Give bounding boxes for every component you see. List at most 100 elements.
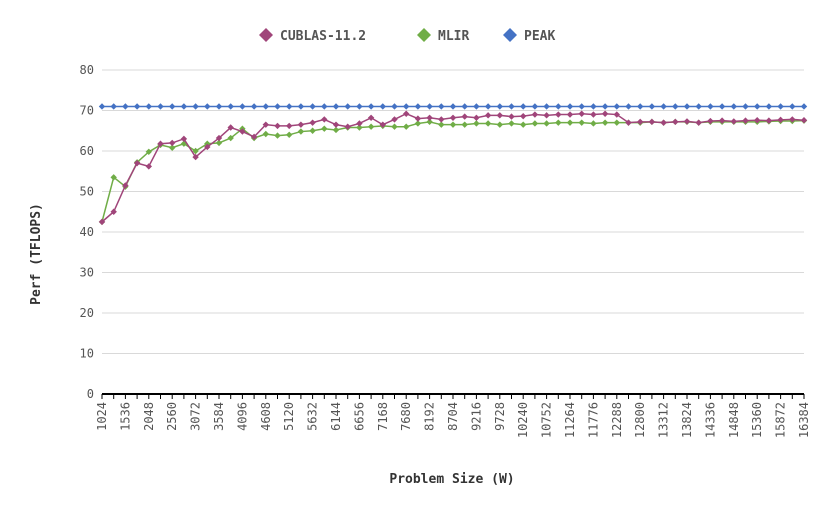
x-tick-label: 8704 [446, 402, 460, 431]
data-point [169, 139, 176, 147]
data-point [403, 123, 410, 130]
data-point [309, 103, 316, 110]
data-point [274, 122, 281, 130]
data-point [215, 134, 223, 142]
data-point [473, 114, 480, 121]
y-tick-label: 60 [80, 144, 94, 158]
data-point [157, 103, 164, 110]
data-point [426, 118, 433, 126]
y-tick-label: 0 [87, 387, 94, 401]
data-point [262, 103, 269, 110]
data-point [789, 103, 796, 110]
data-point [367, 114, 375, 121]
legend-item: CUBLAS-11.2 [259, 28, 366, 44]
data-point [192, 153, 199, 161]
data-point [157, 140, 164, 147]
data-point [543, 112, 550, 119]
x-tick-label: 9216 [469, 402, 483, 431]
y-tick-label: 20 [80, 306, 94, 320]
data-point [309, 127, 316, 134]
x-tick-label: 15872 [774, 402, 788, 438]
data-point [508, 120, 515, 127]
data-point [566, 119, 574, 126]
data-point [765, 103, 773, 110]
y-tick-label: 80 [80, 63, 94, 77]
data-point [204, 143, 211, 151]
legend-item: MLIR [417, 28, 469, 44]
data-point [133, 159, 141, 167]
data-point [332, 103, 340, 110]
x-tick-label: 11776 [586, 402, 600, 438]
data-point [449, 121, 457, 128]
data-point [531, 103, 539, 110]
series-line [101, 119, 805, 223]
x-tick-label: 10752 [540, 402, 554, 438]
data-point [332, 126, 340, 134]
data-point [391, 123, 398, 130]
x-tick-label: 15360 [750, 402, 764, 438]
data-point [637, 103, 644, 110]
data-point [438, 103, 445, 110]
data-point [601, 119, 609, 126]
data-point [543, 120, 550, 127]
data-point [274, 103, 281, 110]
data-point [613, 103, 620, 110]
x-tick-label: 1536 [118, 402, 132, 431]
data-point [613, 119, 620, 126]
data-point [601, 110, 609, 117]
x-tick-label: 2560 [165, 402, 179, 431]
data-point [403, 103, 410, 110]
legend-label: MLIR [438, 29, 469, 44]
y-tick-label: 50 [80, 185, 94, 199]
data-point [180, 135, 188, 143]
data-point [449, 103, 457, 110]
data-point [520, 112, 527, 120]
data-point [730, 118, 737, 125]
data-point [660, 103, 667, 110]
data-point [297, 128, 305, 135]
data-point [473, 103, 480, 110]
data-point [356, 103, 363, 110]
data-point [215, 139, 223, 147]
x-tick-label: 7680 [399, 402, 413, 431]
data-point [648, 103, 656, 110]
data-point [262, 121, 269, 128]
data-point [344, 123, 351, 130]
data-point [637, 118, 644, 126]
data-point [227, 124, 234, 131]
data-point [449, 114, 457, 121]
data-point [227, 134, 234, 142]
data-point [250, 103, 258, 110]
x-tick-label: 10240 [516, 402, 530, 438]
data-point [800, 103, 808, 110]
y-axis-ticks: 0 10 20 30 40 50 60 70 80 [80, 63, 94, 401]
data-point [250, 133, 258, 141]
data-point [391, 116, 398, 123]
series-layer [98, 103, 808, 226]
x-tick-label: 14848 [727, 402, 741, 438]
data-point [777, 103, 784, 110]
data-point [379, 121, 386, 128]
legend-label: CUBLAS-11.2 [280, 29, 366, 44]
data-point [754, 103, 761, 110]
y-tick-label: 30 [80, 266, 94, 280]
data-point [566, 111, 574, 118]
data-point [461, 103, 468, 110]
data-point [578, 110, 585, 117]
x-tick-label: 12288 [610, 402, 624, 438]
data-point [683, 118, 691, 125]
data-point [414, 103, 422, 110]
data-point [426, 114, 433, 121]
x-tick-label: 3584 [212, 402, 226, 431]
data-point [590, 103, 597, 110]
data-point [508, 113, 515, 120]
data-point [520, 121, 527, 128]
data-point [625, 103, 632, 110]
x-tick-label: 13312 [657, 402, 671, 438]
data-point [321, 103, 328, 110]
data-point [169, 103, 176, 110]
y-axis-title: Perf (TFLOPS) [29, 203, 44, 305]
data-point [414, 115, 422, 122]
x-tick-label: 1024 [95, 402, 109, 431]
